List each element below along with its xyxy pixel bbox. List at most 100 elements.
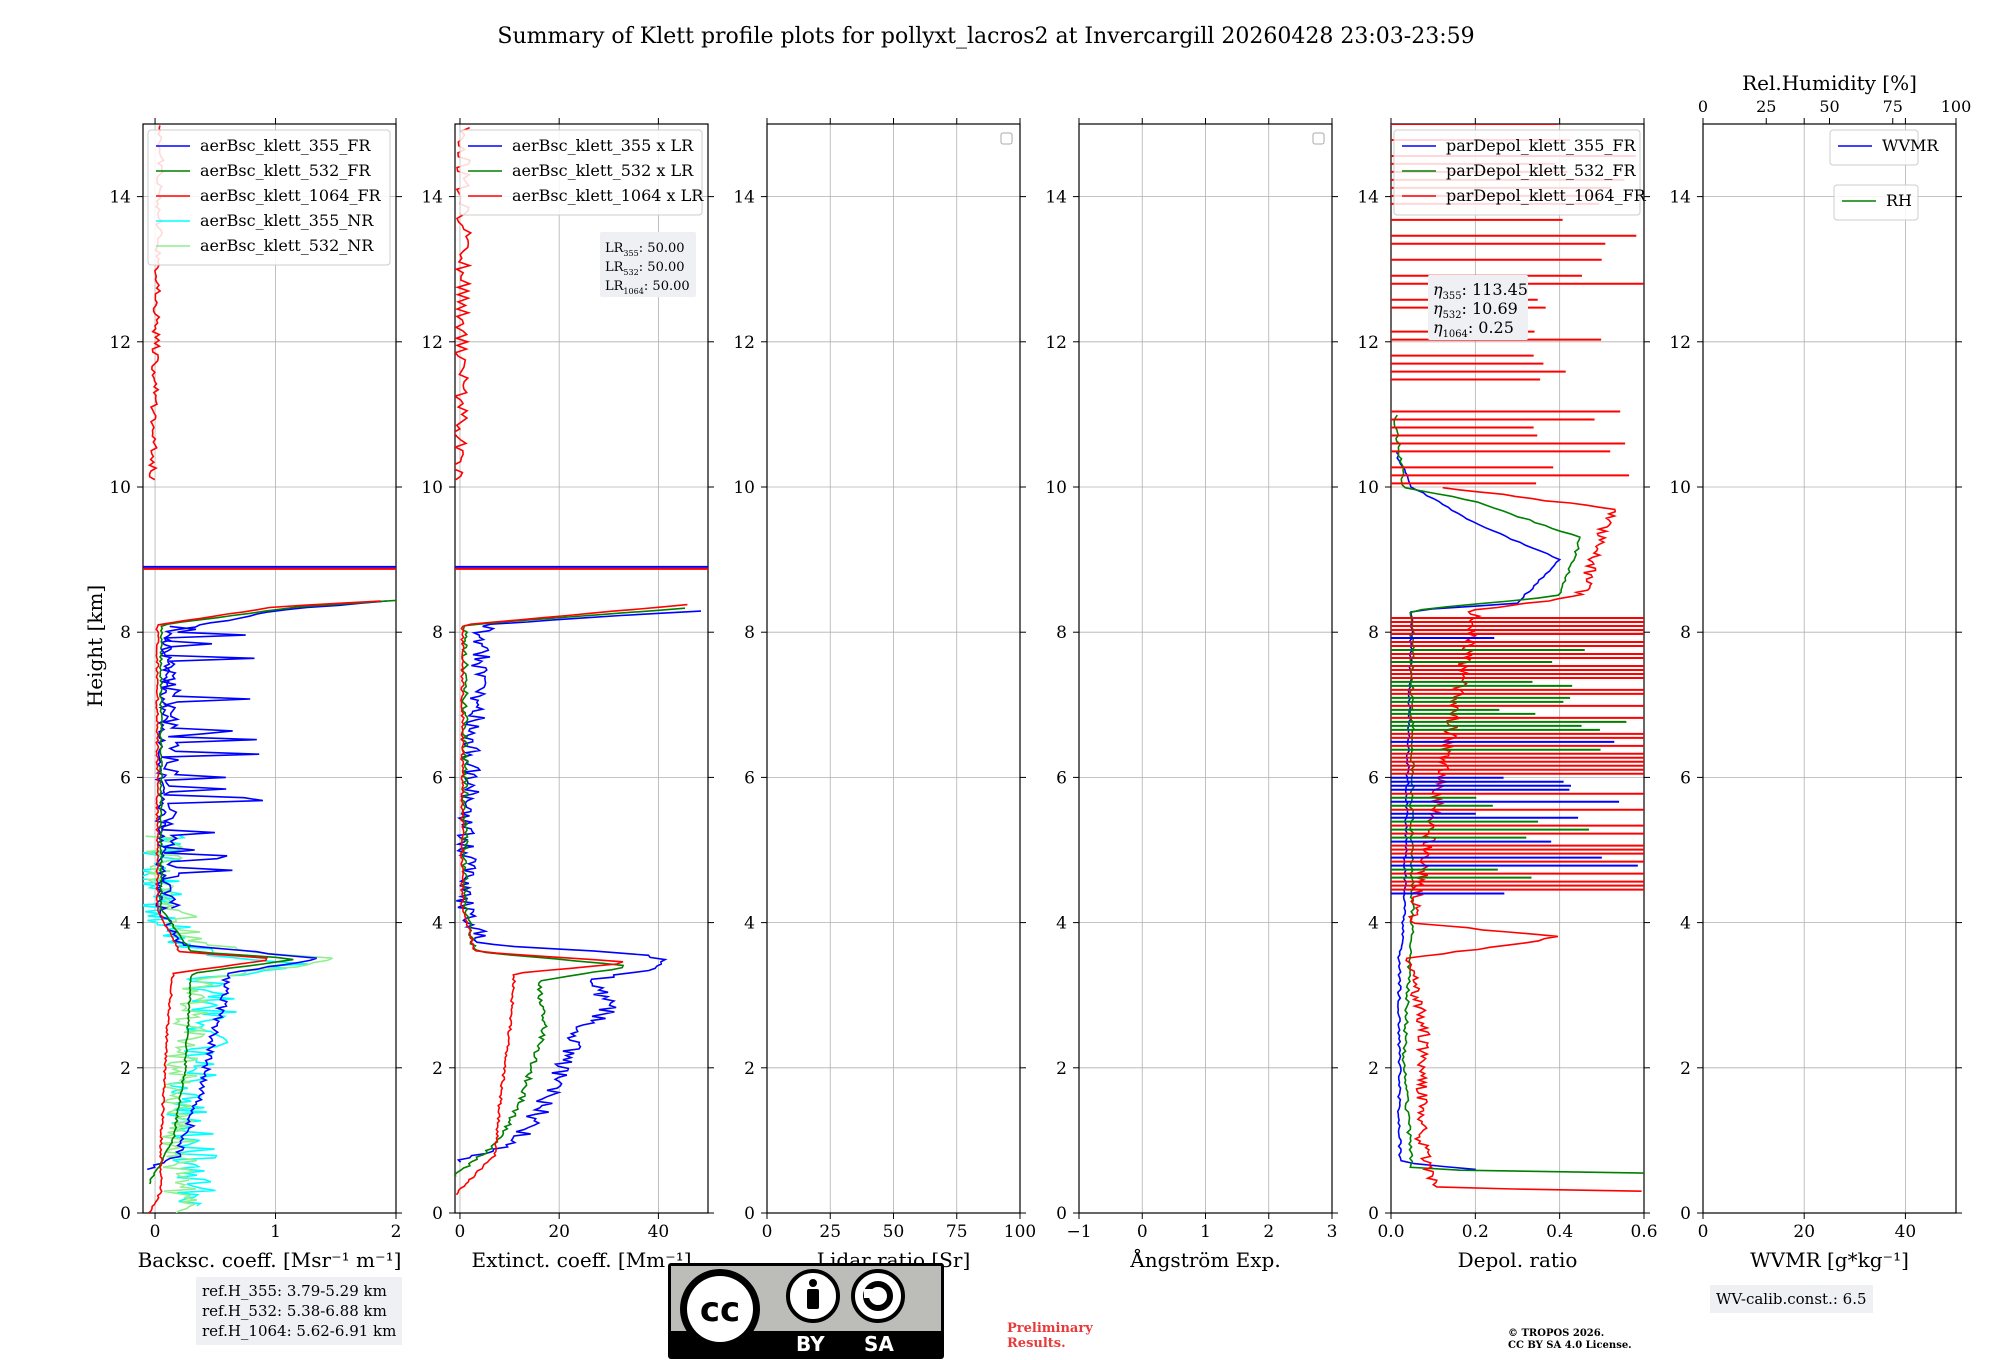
y-tick-label: 4 — [1680, 914, 1691, 934]
legend-entry: aerBsc_klett_532_FR — [200, 161, 371, 180]
depol-1064 — [1405, 486, 1642, 1192]
legend-extinction: aerBsc_klett_355 x LR aerBsc_klett_532 x … — [459, 129, 704, 216]
y-tick-label: 8 — [120, 623, 131, 643]
annotation-box — [1428, 275, 1528, 340]
y-tick-label: 4 — [744, 914, 755, 934]
x-tick-label: 0.4 — [1546, 1222, 1573, 1242]
legend-entry: RH — [1886, 191, 1912, 210]
y-tick-label: 0 — [1368, 1204, 1379, 1224]
y-tick-label: 10 — [109, 478, 131, 498]
y-tick-label: 4 — [1368, 914, 1379, 934]
cc-by-label: BY — [796, 1332, 825, 1356]
top-tick-label: 50 — [1819, 97, 1839, 116]
legend-entry: aerBsc_klett_355 x LR — [512, 136, 694, 155]
annotation-line: LR1064: 50.00 — [605, 279, 690, 296]
y-tick-label: 12 — [421, 333, 443, 353]
y-tick-label: 10 — [1357, 478, 1379, 498]
y-tick-label: 12 — [1669, 333, 1691, 353]
y-tick-label: 2 — [120, 1059, 131, 1079]
legend-frame — [1833, 184, 1919, 221]
y-tick-label: 2 — [1056, 1059, 1067, 1079]
y-tick-label: 2 — [1680, 1059, 1691, 1079]
ref-height-1064: ref.H_1064: 5.62-6.91 km — [202, 1322, 397, 1340]
y-tick-label: 2 — [1368, 1059, 1379, 1079]
cc-icon: cc — [680, 1269, 760, 1349]
panel-xlabel: Backsc. coeff. [Msr⁻¹ m⁻¹] — [138, 1248, 402, 1272]
x-tick-label: 0 — [455, 1222, 466, 1242]
x-tick-label: −1 — [1066, 1222, 1091, 1242]
y-tick-label: 14 — [1357, 188, 1379, 208]
person-icon — [786, 1269, 840, 1323]
legend-entry: aerBsc_klett_1064 x LR — [512, 186, 704, 205]
panel-frame — [1078, 123, 1333, 1214]
legend-rh: RH — [1833, 184, 1919, 221]
y-tick-label: 14 — [109, 188, 131, 208]
y-tick-label: 8 — [744, 623, 755, 643]
y-tick-label: 8 — [1056, 623, 1067, 643]
x-tick-label: 50 — [883, 1222, 905, 1242]
x-tick-label: 3 — [1327, 1222, 1338, 1242]
aerBsc-532-NR — [145, 835, 333, 1213]
panel-xlabel: WVMR [g*kg⁻¹] — [1750, 1248, 1909, 1272]
top-tick-label: 0 — [1698, 97, 1708, 116]
y-axis-label: Height [km] — [83, 585, 107, 707]
panel-frame — [1702, 123, 1957, 1214]
figure-title: Summary of Klett profile plots for polly… — [497, 24, 1474, 49]
x-tick-label: 20 — [548, 1222, 570, 1242]
y-tick-label: 6 — [1056, 768, 1067, 788]
legend-entry: aerBsc_klett_532_NR — [200, 236, 374, 255]
y-tick-label: 8 — [1368, 623, 1379, 643]
x-tick-label: 2 — [1263, 1222, 1274, 1242]
annotation-line: LR532: 50.00 — [605, 260, 685, 277]
ref-height-355: ref.H_355: 3.79-5.29 km — [202, 1282, 387, 1300]
empty-legend-angstrom — [1312, 132, 1325, 145]
y-tick-label: 14 — [1045, 188, 1067, 208]
legend-depol: parDepol_klett_355_FR parDepol_klett_532_… — [1393, 129, 1647, 216]
x-tick-label: 0.0 — [1377, 1222, 1404, 1242]
panel-frame — [142, 123, 397, 1214]
x-tick-label: 0.6 — [1630, 1222, 1657, 1242]
aerBsc-355-FR-spikes — [160, 625, 264, 909]
top-tick-label: 75 — [1883, 97, 1903, 116]
x-tick-label: 40 — [648, 1222, 670, 1242]
y-tick-label: 12 — [1045, 333, 1067, 353]
legend-entry: WVMR — [1882, 136, 1939, 155]
y-tick-label: 12 — [733, 333, 755, 353]
cc-sa-label: SA — [864, 1332, 894, 1356]
aerBsc-532-FR — [149, 599, 396, 1185]
x-tick-label: 0.2 — [1462, 1222, 1489, 1242]
y-tick-label: 10 — [1669, 478, 1691, 498]
panels: 0 1 2 0 2 4 6 8 10 12 14 Backsc. coeff. [Msr⁻¹ m⁻¹]… — [109, 71, 1971, 1272]
panel-data-0 — [143, 125, 396, 1213]
top-xlabel: Rel.Humidity [%] — [1742, 71, 1917, 95]
x-tick-label: 2 — [391, 1222, 402, 1242]
y-tick-label: 6 — [1680, 768, 1691, 788]
y-tick-label: 6 — [744, 768, 755, 788]
preliminary-note: Preliminary Results. — [1007, 1321, 1093, 1351]
y-tick-label: 8 — [432, 623, 443, 643]
x-tick-label: 20 — [1793, 1222, 1815, 1242]
y-tick-label: 6 — [1368, 768, 1379, 788]
legend-frame — [147, 129, 391, 266]
annotation-line: LR355: 50.00 — [605, 241, 685, 258]
y-tick-label: 0 — [744, 1204, 755, 1224]
y-tick-label: 10 — [1045, 478, 1067, 498]
ref-height-532: ref.H_532: 5.38-6.88 km — [202, 1302, 387, 1320]
y-tick-label: 14 — [733, 188, 755, 208]
legend-frame — [1393, 129, 1641, 216]
y-tick-label: 4 — [432, 914, 443, 934]
cc-license-badge: cc BY SA — [668, 1263, 944, 1359]
depol-355 — [1395, 451, 1562, 1171]
x-tick-label: 0 — [1698, 1222, 1709, 1242]
annotation-line: η1064: 0.25 — [1433, 318, 1514, 340]
extinct-1064 — [455, 603, 688, 1196]
legend-entry: aerBsc_klett_1064_FR — [200, 186, 382, 205]
y-tick-label: 0 — [1680, 1204, 1691, 1224]
legend-frame — [1829, 129, 1919, 166]
top-tick-label: 25 — [1756, 97, 1776, 116]
y-tick-label: 6 — [120, 768, 131, 788]
panel-xlabel: Depol. ratio — [1458, 1248, 1578, 1272]
x-tick-label: 75 — [946, 1222, 968, 1242]
panel-frame — [766, 123, 1021, 1214]
